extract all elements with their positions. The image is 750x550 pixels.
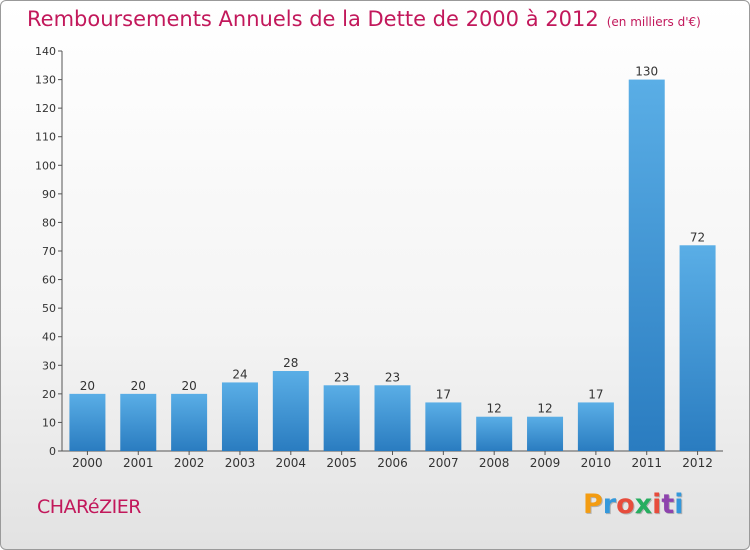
bar xyxy=(69,393,106,451)
y-tick-label: 60 xyxy=(42,274,56,287)
data-label: 28 xyxy=(283,356,298,370)
y-tick-label: 70 xyxy=(42,245,56,258)
bar xyxy=(171,393,208,451)
x-tick-label: 2007 xyxy=(428,456,459,470)
bar xyxy=(577,402,614,451)
brand-logo: Proxiti xyxy=(583,489,684,520)
y-tick-label: 140 xyxy=(35,45,56,58)
y-tick-label: 50 xyxy=(42,302,56,315)
x-tick-label: 2000 xyxy=(72,456,103,470)
bar xyxy=(374,385,411,451)
y-tick-label: 130 xyxy=(35,74,56,87)
bars xyxy=(69,79,716,452)
x-tick-label: 2004 xyxy=(276,456,307,470)
y-tick-label: 80 xyxy=(42,216,56,229)
data-label: 20 xyxy=(131,379,146,393)
bar xyxy=(527,416,564,451)
x-tick-label: 2005 xyxy=(326,456,357,470)
data-label: 72 xyxy=(690,230,705,244)
bar xyxy=(476,416,513,451)
y-tick-label: 110 xyxy=(35,131,56,144)
y-tick-label: 10 xyxy=(42,416,56,429)
y-tick-label: 20 xyxy=(42,388,56,401)
x-tick-label: 2012 xyxy=(682,456,713,470)
x-tick-label: 2008 xyxy=(479,456,510,470)
x-tick-label: 2011 xyxy=(631,456,662,470)
bar xyxy=(628,79,665,452)
y-tick-label: 40 xyxy=(42,331,56,344)
y-tick-label: 120 xyxy=(35,102,56,115)
data-label: 23 xyxy=(385,370,400,384)
y-tick-label: 90 xyxy=(42,188,56,201)
place-name: CHARéZIER xyxy=(37,496,141,518)
bar xyxy=(425,402,462,451)
data-label: 23 xyxy=(334,370,349,384)
bar xyxy=(272,371,309,451)
data-label: 24 xyxy=(232,367,247,381)
x-tick-label: 2002 xyxy=(174,456,205,470)
axes: 0 10 20 30 40 50 60 70 80 90 100 110 120 130 140 xyxy=(35,45,723,458)
x-tick-label: 2001 xyxy=(123,456,154,470)
bar xyxy=(221,382,258,451)
labels: 20 2000 20 2001 20 2002 24 2003 28 2004 23 2005 23 20… xyxy=(72,65,713,470)
bar xyxy=(323,385,360,451)
data-label: 20 xyxy=(80,379,95,393)
y-tick-label: 100 xyxy=(35,159,56,172)
chart-title-text: Remboursements Annuels de la Dette de 20… xyxy=(27,7,599,31)
data-label: 17 xyxy=(436,387,451,401)
y-tick-label: 0 xyxy=(49,445,56,458)
data-label: 20 xyxy=(181,379,196,393)
y-tick-label: 30 xyxy=(42,359,56,372)
data-label: 12 xyxy=(537,402,552,416)
x-tick-label: 2003 xyxy=(225,456,256,470)
data-label: 12 xyxy=(487,402,502,416)
x-tick-label: 2010 xyxy=(581,456,612,470)
x-tick-label: 2009 xyxy=(530,456,561,470)
chart-title: Remboursements Annuels de la Dette de 20… xyxy=(27,7,701,31)
data-label: 17 xyxy=(588,387,603,401)
chart-unit: (en milliers d'€) xyxy=(606,15,701,29)
bar xyxy=(679,245,716,451)
x-tick-label: 2006 xyxy=(377,456,408,470)
data-label: 130 xyxy=(635,65,658,79)
bar xyxy=(120,393,157,451)
